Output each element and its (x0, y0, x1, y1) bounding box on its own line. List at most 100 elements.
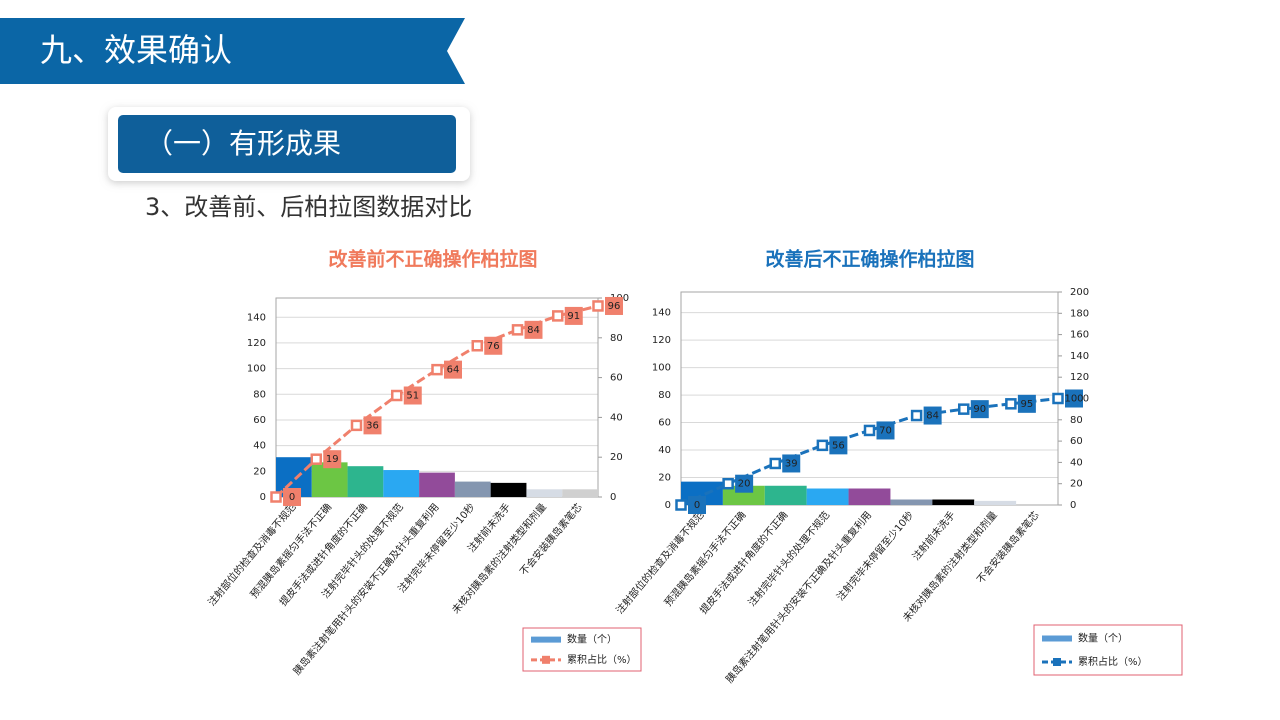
value-label-box (524, 320, 543, 339)
chart-title: 改善后不正确操作柏拉图 (765, 248, 974, 271)
value-label: 84 (926, 411, 939, 422)
line-marker (958, 403, 970, 415)
y-tick-label: 120 (247, 338, 266, 349)
y-tick-label: 20 (658, 473, 671, 484)
y-tick-label: 100 (247, 364, 266, 375)
y-tick-label: 80 (658, 390, 671, 401)
value-label: 91 (567, 311, 580, 322)
legend-swatch-bar (1042, 635, 1072, 642)
value-label-box (923, 406, 942, 425)
legend-label: 数量（个） (567, 633, 617, 646)
value-label: 19 (326, 454, 339, 465)
y2-tick-label: 120 (1070, 372, 1089, 383)
y2-tick-label: 180 (1070, 308, 1089, 319)
value-label: 64 (447, 365, 460, 376)
y2-tick-label: 20 (1070, 479, 1083, 490)
line-marker (675, 499, 687, 511)
value-label: 39 (785, 458, 798, 469)
value-label: 36 (366, 420, 379, 431)
plot-frame (680, 291, 1059, 506)
value-label-box (564, 306, 583, 325)
y2-tick-label: 80 (610, 333, 623, 344)
value-label: 76 (487, 341, 500, 352)
value-label-box (323, 450, 342, 469)
chart-title: 改善前不正确操作柏拉图 (328, 248, 537, 271)
value-label-box (605, 296, 623, 315)
bar (764, 485, 807, 505)
x-tick-label: 注射前未洗手 (909, 509, 958, 563)
subsection-box (118, 115, 456, 173)
bar (562, 489, 598, 497)
bar (974, 500, 1017, 505)
value-label: 51 (406, 391, 419, 402)
y2-tick-label: 0 (610, 492, 616, 503)
value-label-box (970, 400, 989, 419)
y-tick-label: 0 (665, 500, 671, 511)
y-tick-label: 100 (652, 363, 671, 374)
y-tick-label: 140 (652, 308, 671, 319)
value-label: 70 (879, 425, 892, 436)
bar (890, 499, 933, 505)
value-label: 56 (832, 440, 845, 451)
value-label-box (403, 386, 422, 405)
y-tick-label: 140 (247, 312, 266, 323)
legend-swatch-marker (1053, 658, 1061, 666)
section-title: 九、效果确认 (40, 31, 232, 69)
y-tick-label: 0 (260, 492, 266, 503)
line-marker (592, 300, 604, 312)
legend-swatch-marker (542, 655, 550, 664)
value-label-box (1017, 394, 1036, 413)
cumulative-line (274, 304, 599, 499)
y2-tick-label: 80 (1070, 415, 1083, 426)
bar (419, 472, 455, 497)
legend-label: 累积占比（%） (1078, 655, 1148, 668)
y2-tick-label: 160 (1070, 330, 1089, 341)
y2-tick-label: 60 (1070, 436, 1083, 447)
y2-tick-label: 140 (1070, 351, 1089, 362)
value-label: 95 (1021, 399, 1034, 410)
y-tick-label: 80 (253, 389, 266, 400)
x-tick-label: 不会安装胰岛素笔芯 (517, 501, 585, 578)
legend-box (522, 627, 642, 672)
y-tick-label: 120 (652, 335, 671, 346)
legend-box (1033, 624, 1183, 676)
bar (848, 488, 891, 505)
value-label: 0 (289, 492, 295, 503)
x-tick-label: 注射完毕针头的处理不规范 (745, 509, 832, 609)
caption: 3、改善前、后柏拉图数据对比 (145, 193, 472, 221)
value-label: 84 (527, 325, 540, 336)
y-tick-label: 60 (658, 418, 671, 429)
value-label-box (782, 454, 801, 473)
y2-tick-label: 60 (610, 373, 623, 384)
value-label-box (1065, 389, 1083, 408)
line-marker (863, 424, 876, 437)
line-marker (511, 324, 524, 336)
section-banner (0, 18, 465, 84)
x-tick-label: 注射部位的检查及消毒不规范 (613, 509, 707, 617)
y-tick-label: 60 (253, 415, 266, 426)
value-label: 0 (694, 500, 700, 511)
line-marker (722, 477, 734, 490)
x-tick-label: 预混胰岛素摇匀手法不正确 (661, 509, 748, 609)
value-label-box (484, 336, 503, 355)
line-marker (769, 457, 781, 470)
bar (722, 485, 765, 505)
line-marker (310, 453, 322, 465)
value-label: 100 (1064, 394, 1083, 405)
y-tick-label: 40 (253, 441, 266, 452)
legend-label: 数量（个） (1078, 632, 1128, 645)
legend-label: 累积占比（%） (567, 653, 637, 666)
value-label-box (688, 496, 706, 514)
value-label: 90 (973, 404, 986, 415)
y2-tick-label: 20 (610, 452, 623, 463)
value-label-box (363, 416, 382, 435)
line-marker (391, 389, 403, 402)
y2-tick-label: 40 (1070, 457, 1083, 468)
y-tick-label: 40 (658, 445, 671, 456)
bar (932, 499, 975, 505)
bar (526, 489, 563, 497)
y2-tick-label: 0 (1070, 500, 1076, 511)
value-label: 96 (608, 301, 621, 312)
value-label-box (829, 436, 848, 455)
